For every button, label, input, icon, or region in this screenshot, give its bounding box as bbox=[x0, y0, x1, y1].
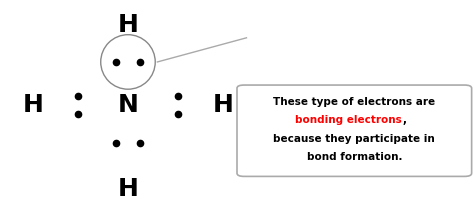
Text: H: H bbox=[212, 93, 233, 117]
Text: H: H bbox=[118, 13, 138, 37]
Text: N: N bbox=[118, 93, 138, 117]
Text: These type of electrons are: These type of electrons are bbox=[273, 97, 436, 107]
Text: because they participate in: because they participate in bbox=[273, 134, 435, 144]
Text: bond formation.: bond formation. bbox=[307, 152, 402, 162]
Text: ,: , bbox=[402, 115, 406, 125]
Text: H: H bbox=[23, 93, 44, 117]
Text: bonding electrons: bonding electrons bbox=[295, 115, 402, 125]
Text: H: H bbox=[118, 177, 138, 201]
FancyBboxPatch shape bbox=[237, 85, 472, 176]
